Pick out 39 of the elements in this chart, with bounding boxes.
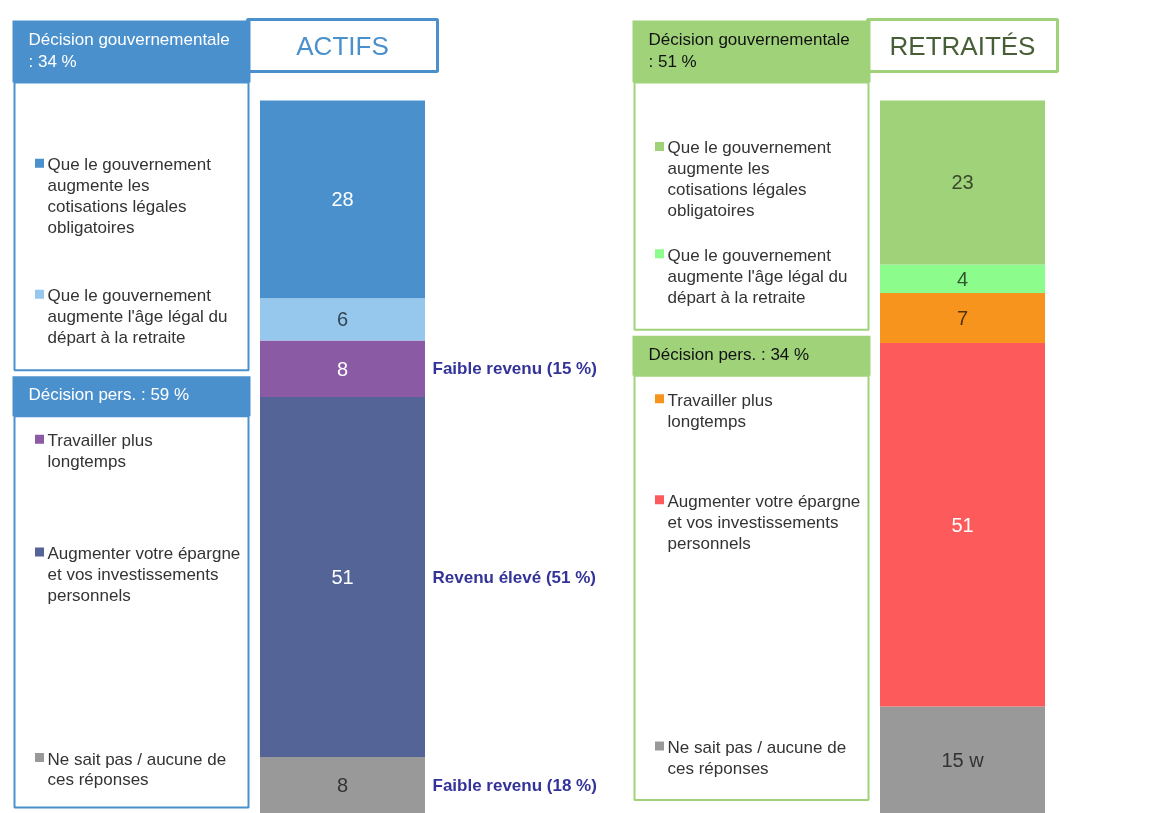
- data-label: 15 w: [941, 749, 985, 772]
- data-label: 51: [331, 566, 354, 589]
- legend-label: Ne sait pas / aucune de ces réponses: [667, 738, 847, 778]
- legend-label: Travailler plus longtemps: [667, 390, 773, 431]
- text: Décision gouvernementale : 34 %: [28, 29, 230, 72]
- data-label: 28: [331, 188, 354, 211]
- legend-label: Travailler plus longtemps: [47, 431, 153, 472]
- legend-label: Ne sait pas / aucune de ces réponses: [47, 749, 227, 790]
- text: Décision pers. : 59 %: [28, 385, 190, 405]
- legend-label: Que le gouvernement augmente les cotisations légales obligatoires: [667, 138, 832, 221]
- text: Faible revenu (15 %): [432, 359, 597, 379]
- data-label: 7: [956, 306, 969, 329]
- bar: [260, 757, 425, 813]
- text: Faible revenu (18 %): [432, 775, 597, 795]
- data-label: 4: [956, 267, 969, 290]
- bar: [880, 100, 1045, 265]
- legend-label: Augmenter votre épargne et vos investissements personnels: [667, 491, 861, 553]
- legend-label: Augmenter votre épargne et vos investissements personnels: [47, 544, 241, 605]
- data-label: 51: [951, 513, 974, 536]
- text: Décision pers. : 34 %: [648, 344, 810, 364]
- bar: [260, 340, 425, 397]
- legend-label: Que le gouvernement augmente les cotisations légales obligatoires: [47, 155, 212, 238]
- data-label: 8: [336, 774, 349, 797]
- bar: [880, 293, 1045, 343]
- text: Décision gouvernementale : 51 %: [648, 29, 850, 72]
- bar: [880, 342, 1045, 707]
- bar: [260, 100, 425, 299]
- data-label: 23: [951, 171, 974, 194]
- bar: [260, 397, 425, 758]
- legend-label: Que le gouvernement augmente l'âge légal du départ à la retraite: [667, 245, 848, 307]
- bar: [260, 298, 425, 341]
- bar: [880, 264, 1045, 294]
- chart-title: ACTIFS: [296, 30, 389, 61]
- bar: [880, 706, 1045, 813]
- legend-label: Que le gouvernement augmente l'âge légal du départ à la retraite: [47, 286, 228, 348]
- data-label: 6: [336, 308, 349, 331]
- data-label: 8: [336, 357, 349, 380]
- chart-title: RETRAITÉS: [889, 30, 1036, 61]
- text: Revenu élevé (51 %): [432, 567, 596, 587]
